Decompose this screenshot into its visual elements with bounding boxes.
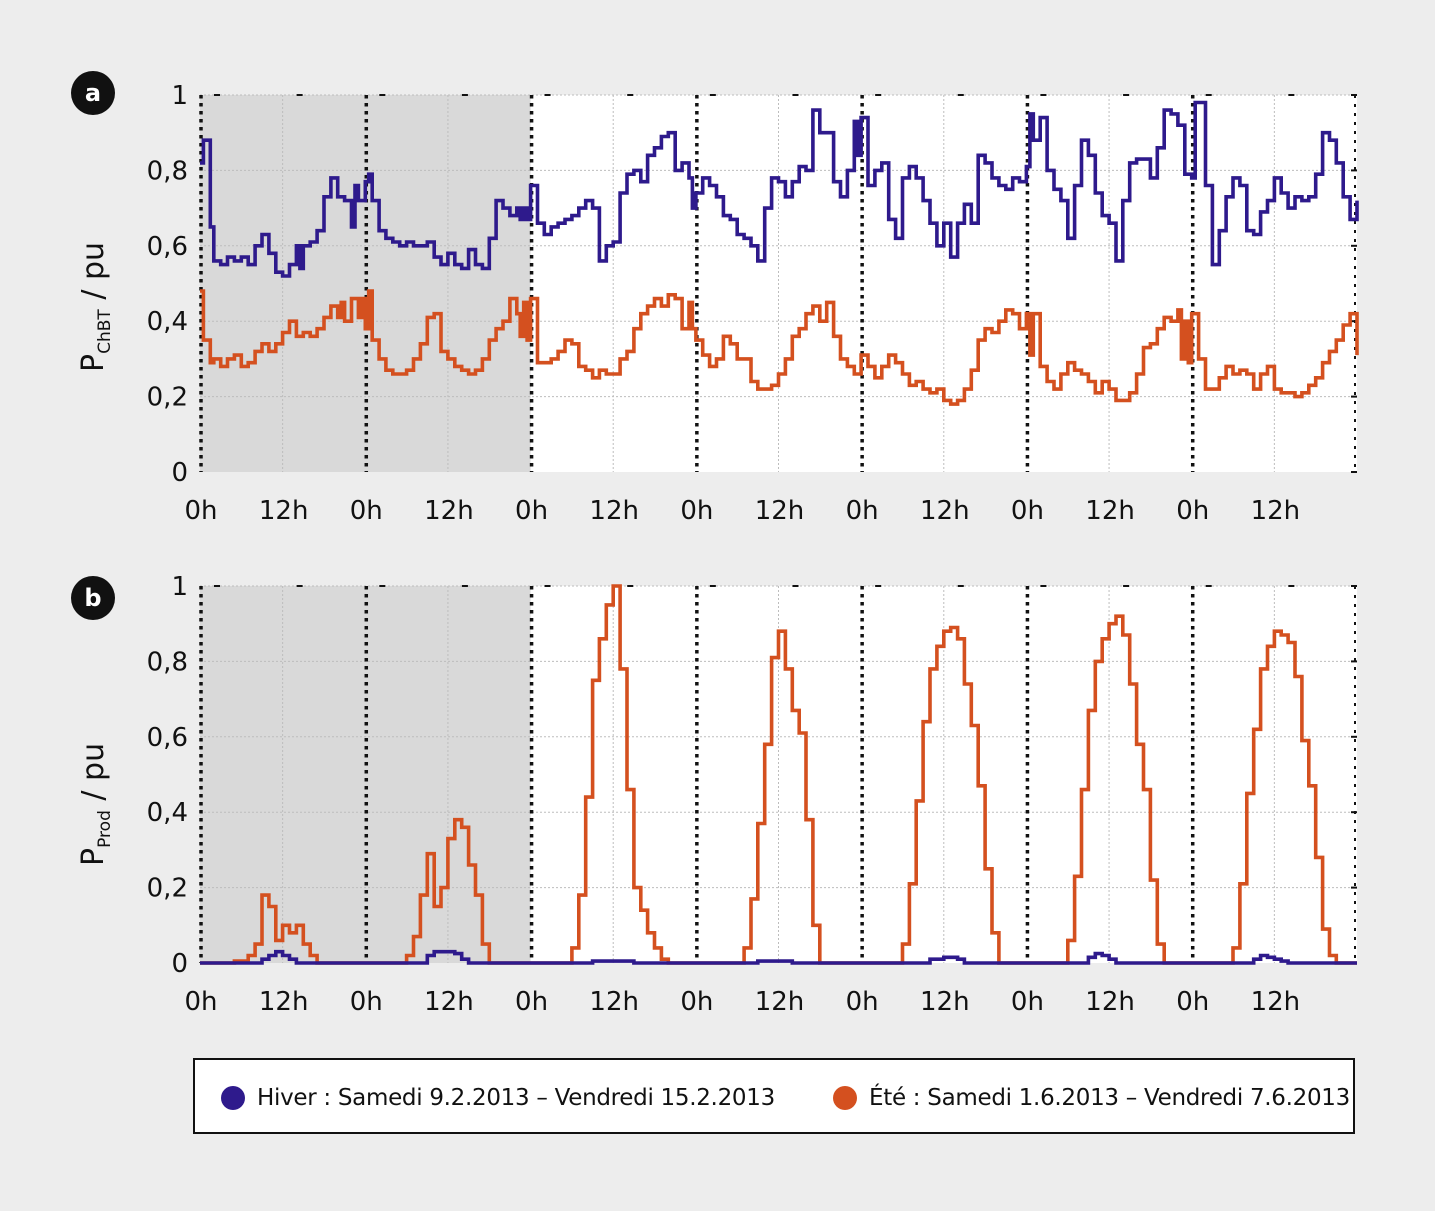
panel-a: 0 0,2 0,4 0,6 0,8 1 0h 12h 0h 12h 0h 12h 0h 12h 0h 12h… [71,71,1359,526]
legend: Hiver : Samedi 9.2.2013 – Vendredi 15.2.… [193,1058,1355,1134]
y-tick-label: 0,4 [147,307,188,337]
x-tick-label: 12h [755,496,805,526]
y-tick-label: 0,8 [147,647,188,677]
y-tick-label: 0,4 [147,798,188,828]
panel-a-series [200,100,1359,406]
x-tick-label: 0h [184,987,217,1017]
legend-label-winter: Hiver : Samedi 9.2.2013 – Vendredi 15.2.… [257,1085,775,1111]
x-tick-label: 0h [846,987,879,1017]
x-tick-label: 0h [680,496,713,526]
x-tick-label: 12h [259,987,309,1017]
x-tick-label: 12h [1251,496,1301,526]
x-tick-label: 0h [1176,987,1209,1017]
panel-a-y-axis-label-sub: ChBT [95,309,115,354]
x-tick-label: 12h [589,987,639,1017]
x-tick-label: 0h [184,496,217,526]
x-tick-label: 12h [1085,987,1135,1017]
y-tick-label: 1 [171,81,188,111]
winter-circle-icon [221,1086,245,1110]
x-tick-label: 0h [350,987,383,1017]
y-tick-label: 0 [171,949,188,979]
y-tick-label: 0,6 [147,723,188,753]
panel-a-y-axis-label-main: P [76,354,111,372]
x-tick-label: 0h [680,987,713,1017]
panel-a-badge-letter: a [85,79,101,107]
x-tick-label: 12h [1085,496,1135,526]
x-tick-label: 12h [589,496,639,526]
x-tick-label: 12h [1251,987,1301,1017]
panel-b-series [200,584,1357,965]
y-tick-label: 0 [171,458,188,488]
panel-b-y-tick-labels: 0 0,2 0,4 0,6 0,8 1 [147,572,188,979]
panel-a-y-axis-label-unit: / pu [76,242,111,309]
panel-a-x-tick-labels: 0h 12h 0h 12h 0h 12h 0h 12h 0h 12h 0h 12h 0h 12h [184,496,1300,526]
panel-a-y-axis-label: PChBT / pu [76,242,115,372]
summer-circle-icon [833,1086,857,1110]
x-tick-label: 12h [424,496,474,526]
legend-label-summer: Été : Samedi 1.6.2013 – Vendredi 7.6.201… [869,1085,1350,1111]
y-tick-label: 1 [171,572,188,602]
panel-b-x-tick-labels: 0h 12h 0h 12h 0h 12h 0h 12h 0h 12h 0h 12h 0h 12h [184,987,1300,1017]
panel-b-day-separators [199,586,1356,963]
panel-b-badge-letter: b [84,584,101,612]
x-tick-label: 12h [755,987,805,1017]
panel-b-y-axis-label-unit: / pu [76,743,111,810]
legend-item-summer: Été : Samedi 1.6.2013 – Vendredi 7.6.201… [833,1082,1350,1114]
panel-a-badge [71,71,115,115]
panel-a-y-tick-labels: 0 0,2 0,4 0,6 0,8 1 [147,81,188,488]
panel-b-y-axis-label: PProd / pu [76,743,115,866]
x-tick-label: 12h [920,987,970,1017]
series-line-summer [200,289,1359,406]
x-tick-label: 0h [846,496,879,526]
x-tick-label: 0h [1011,987,1044,1017]
y-tick-label: 0,8 [147,156,188,186]
x-tick-label: 12h [920,496,970,526]
legend-item-winter: Hiver : Samedi 9.2.2013 – Vendredi 15.2.… [221,1082,775,1114]
series-line-winter [200,949,1357,965]
x-tick-label: 0h [1011,496,1044,526]
x-tick-label: 12h [424,987,474,1017]
panel-b: 0 0,2 0,4 0,6 0,8 1 0h 12h 0h 12h 0h 12h 0h 12h 0h 12h… [71,572,1357,1017]
x-tick-label: 12h [259,496,309,526]
x-tick-label: 0h [350,496,383,526]
panel-b-y-axis-label-main: P [76,848,111,866]
series-line-winter [200,100,1359,278]
panel-b-badge [71,576,115,620]
panel-a-day-separators [199,95,1356,472]
x-tick-label: 0h [515,496,548,526]
panel-a-gridlines [200,94,1357,473]
x-tick-label: 0h [1176,496,1209,526]
y-tick-label: 0,2 [147,874,188,904]
panel-b-gridlines [200,585,1357,964]
y-tick-label: 0,2 [147,383,188,413]
y-tick-label: 0,6 [147,232,188,262]
panel-b-y-axis-label-sub: Prod [95,810,115,848]
x-tick-label: 0h [515,987,548,1017]
